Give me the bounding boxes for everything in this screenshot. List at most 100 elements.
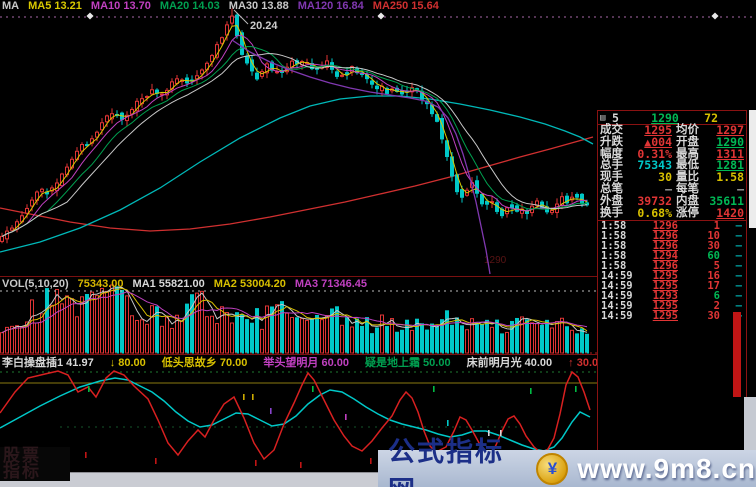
tick-volume: 30 bbox=[707, 310, 720, 323]
signal-tick bbox=[345, 414, 347, 420]
indicator-label: 疑是地上霜 50.00 bbox=[364, 357, 451, 369]
candle-body bbox=[70, 158, 74, 169]
volume-bar bbox=[95, 295, 99, 354]
site-url-link[interactable]: www.9m8.cn bbox=[577, 452, 756, 484]
candle-body bbox=[0, 235, 4, 242]
volume-bar bbox=[30, 299, 34, 354]
volume-bar bbox=[295, 317, 299, 354]
red-scroll-bar[interactable] bbox=[733, 312, 741, 397]
period-value[interactable]: 5 bbox=[612, 111, 619, 125]
candle-body bbox=[565, 195, 569, 204]
quote-panel-header: ▤ 5 1290 72 bbox=[598, 111, 746, 125]
candle-body bbox=[485, 200, 489, 205]
tick-price: 1294 bbox=[652, 250, 678, 263]
signal-tick bbox=[270, 408, 272, 414]
volume-bar bbox=[165, 316, 169, 354]
indicator-legend-row: 李白操盘插1 41.97 ↓ 80.00 低头思故乡 70.00 举头望明月 60.0… bbox=[2, 358, 604, 369]
volume-bar bbox=[70, 298, 74, 354]
watermark-text: 股票 bbox=[3, 446, 41, 465]
diamond-marker bbox=[377, 12, 385, 20]
volume-bar bbox=[245, 319, 249, 354]
signal-tick bbox=[488, 430, 490, 436]
quote-row: 升跌 ▲004 开盘 1290 bbox=[598, 135, 746, 149]
tick-volume: 2 bbox=[713, 300, 720, 313]
quote-panel[interactable]: ▤ 5 1290 72 成交 1295 均价 1297 升跌 ▲004 开盘 1290 幅度 0.… bbox=[597, 110, 747, 455]
oscillator-chart[interactable] bbox=[0, 356, 597, 471]
candle-body bbox=[135, 100, 139, 112]
tick-row: 14:59 1295 16 — bbox=[598, 271, 746, 282]
tick-row: 1:58 1296 30 — bbox=[598, 240, 746, 253]
volume-bar bbox=[145, 323, 149, 354]
volume-bar bbox=[395, 331, 399, 354]
tick-volume: 6 bbox=[713, 290, 720, 303]
candle-body bbox=[145, 95, 149, 98]
volume-bar bbox=[40, 313, 44, 354]
tick-dash: — bbox=[735, 230, 742, 243]
quote-value: — bbox=[665, 181, 672, 196]
candle-body bbox=[210, 55, 214, 63]
volume-bar bbox=[140, 319, 144, 354]
volume-bar bbox=[315, 314, 319, 354]
site-banner[interactable]: 公式指标网 ¥ www.9m8.cn bbox=[378, 437, 756, 487]
quote-label: 升跌 bbox=[600, 135, 623, 148]
candle-body bbox=[220, 37, 224, 44]
volume-bar bbox=[340, 324, 344, 354]
volume-bar bbox=[545, 319, 549, 354]
volume-bar bbox=[445, 310, 449, 354]
tick-dash: — bbox=[735, 300, 742, 313]
candle-body bbox=[25, 207, 29, 214]
tick-volume: 17 bbox=[707, 280, 720, 293]
quote-row: 幅度 0.31% 最高 1311 bbox=[598, 148, 746, 161]
volume-bar bbox=[375, 327, 379, 354]
volume-bar bbox=[80, 296, 84, 354]
oscillator-chart-canvas bbox=[0, 370, 597, 468]
indicator-label: ↓ 80.00 bbox=[109, 357, 146, 369]
diamond-marker bbox=[86, 12, 94, 20]
volume-bar bbox=[130, 315, 134, 354]
volume-label: MA1 55821.00 bbox=[132, 278, 205, 290]
volume-bar bbox=[50, 304, 54, 354]
signal-tick bbox=[300, 462, 302, 468]
ma-label: MA10 13.70 bbox=[90, 0, 151, 12]
volume-bar bbox=[480, 323, 484, 354]
volume-bar bbox=[35, 322, 39, 354]
volume-bar bbox=[400, 329, 404, 354]
tick-price: 1296 bbox=[652, 260, 678, 273]
signal-tick bbox=[255, 460, 257, 466]
period-icon[interactable]: ▤ bbox=[600, 113, 606, 123]
volume-bar bbox=[475, 322, 479, 354]
volume-chart[interactable] bbox=[0, 277, 597, 354]
oscillator-red-line bbox=[0, 370, 591, 461]
volume-ma-line bbox=[1, 291, 588, 334]
volume-bar bbox=[320, 319, 324, 354]
volume-bar bbox=[385, 326, 389, 354]
volume-bar bbox=[380, 314, 384, 354]
tick-price: 1295 bbox=[652, 310, 678, 323]
quote-row: 外盘 39732 内盘 35611 bbox=[598, 195, 746, 208]
ma-label: MA120 16.84 bbox=[297, 0, 364, 12]
quote-value: 1.58 bbox=[716, 170, 744, 185]
volume-bar bbox=[60, 303, 64, 354]
quote-value: 75343 bbox=[637, 158, 672, 173]
tick-price: 1296 bbox=[652, 230, 678, 243]
tick-row: 1:58 1296 5 — bbox=[598, 260, 746, 273]
tick-row: 14:59 1295 2 — bbox=[598, 300, 746, 313]
ma-line bbox=[1, 53, 588, 237]
ma-label: MA bbox=[2, 0, 20, 12]
tick-row: 1:58 1296 10 — bbox=[598, 230, 746, 243]
candlestick-chart[interactable]: 20.24 1290 bbox=[0, 0, 756, 277]
candle-body bbox=[435, 114, 439, 122]
ma-line bbox=[1, 35, 588, 237]
tick-dash: — bbox=[735, 240, 742, 253]
volume-bar bbox=[300, 318, 304, 354]
ma-line bbox=[1, 46, 588, 237]
volume-bar bbox=[350, 326, 354, 354]
volume-bar bbox=[565, 326, 569, 354]
tick-time: 14:59 bbox=[601, 310, 633, 323]
volume-bar bbox=[325, 314, 329, 354]
volume-bar bbox=[430, 323, 434, 354]
tick-list[interactable]: 1:58 1296 1 — 1:58 1296 10 — 1:58 1296 30 — 1:58 1294… bbox=[598, 220, 746, 323]
volume-bar bbox=[10, 325, 14, 354]
quote-value: 1281 bbox=[716, 158, 744, 173]
quote-value: 1420 bbox=[716, 205, 744, 220]
